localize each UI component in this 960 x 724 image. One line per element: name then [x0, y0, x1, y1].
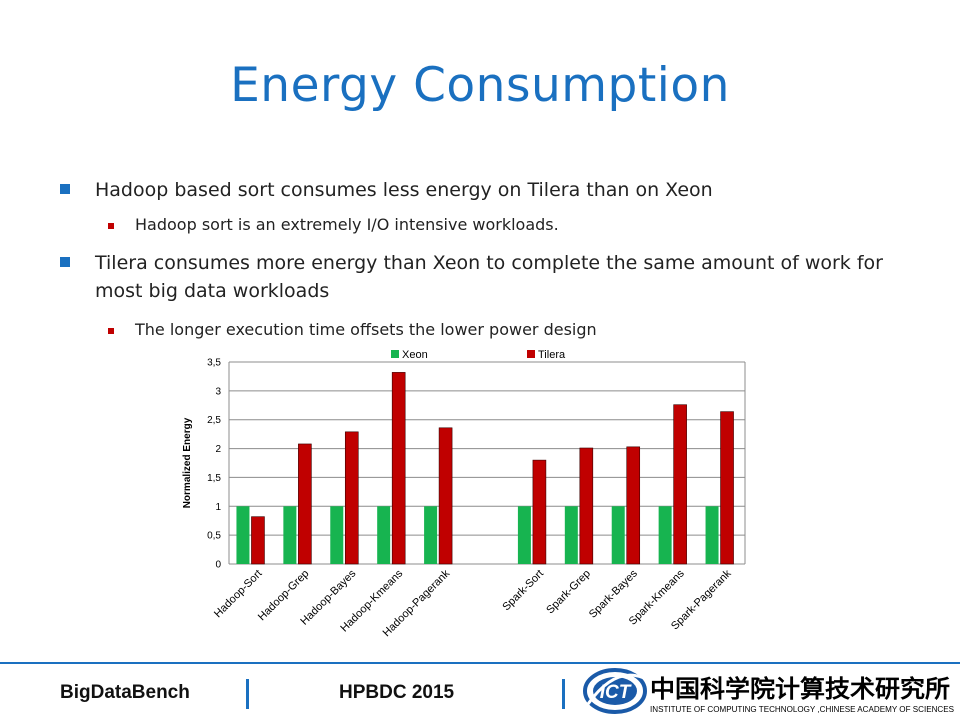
tilera-bar — [626, 446, 641, 565]
xeon-bar — [611, 506, 625, 564]
xeon-bar — [517, 506, 531, 564]
bullet-marker — [60, 257, 70, 267]
x-tick-label: Hadoop-Sort — [212, 568, 265, 621]
y-tick-label: 2,5 — [207, 415, 221, 426]
footer-divider — [0, 662, 960, 664]
institute-logo: ICT 中国科学院计算技术研究所 INSTITUTE OF COMPUTING … — [582, 664, 958, 720]
y-tick-label: 2 — [215, 444, 221, 455]
tilera-bar — [251, 516, 265, 565]
legend-swatch — [391, 350, 399, 358]
xeon-bar — [658, 506, 672, 564]
tilera-bar — [532, 459, 547, 565]
y-axis-label: Normalized Energy — [182, 417, 193, 508]
xeon-bar — [330, 506, 344, 564]
y-tick-label: 0 — [215, 560, 221, 571]
xeon-bar — [377, 506, 391, 564]
xeon-bar — [564, 506, 578, 564]
tilera-bar — [391, 372, 406, 565]
institute-name-chinese: 中国科学院计算技术研究所 — [650, 674, 950, 703]
bullet-4: The longer execution time offsets the lo… — [135, 320, 597, 339]
legend-swatch — [527, 350, 535, 358]
x-tick-label: Spark-Grep — [544, 568, 593, 617]
legend-label: Tilera — [538, 349, 566, 361]
footer-separator — [562, 679, 565, 709]
footer-separator — [246, 679, 249, 709]
xeon-bar — [705, 506, 719, 564]
ict-logo-icon: ICT — [583, 668, 647, 714]
xeon-bar — [236, 506, 250, 564]
bullet-marker — [108, 328, 114, 334]
x-tick-label: Spark-Sort — [500, 568, 546, 614]
footer-center-text: HPBDC 2015 — [339, 682, 455, 703]
tilera-bar — [579, 447, 594, 565]
institute-name-english: INSTITUTE OF COMPUTING TECHNOLOGY ,CHINE… — [650, 705, 954, 714]
bullet-1: Hadoop based sort consumes less energy o… — [95, 179, 713, 201]
y-tick-label: 1,5 — [207, 473, 221, 484]
tilera-bar — [673, 404, 687, 565]
tilera-bar — [344, 431, 359, 565]
xeon-bar — [424, 506, 438, 564]
slide-title: Energy Consumption — [230, 58, 730, 113]
bullet-marker — [108, 223, 114, 229]
bullet-2: Hadoop sort is an extremely I/O intensiv… — [135, 215, 559, 234]
legend-label: Xeon — [402, 349, 428, 361]
tilera-bar — [720, 411, 734, 565]
xeon-bar — [283, 506, 297, 564]
y-tick-label: 0,5 — [207, 531, 221, 542]
y-tick-label: 3 — [215, 386, 221, 397]
energy-bar-chart: 0 0,5 1 1,5 2 2,5 3 3,5 Normalized Energy Hadoop-… — [182, 349, 746, 639]
y-tick-label: 3,5 — [207, 358, 221, 369]
tilera-bar — [298, 443, 312, 565]
bullet-marker — [60, 184, 70, 194]
bullet-3: Tilera consumes more energy than Xeon to… — [95, 252, 883, 302]
y-tick-label: 1 — [215, 502, 221, 513]
footer-left-text: BigDataBench — [60, 682, 190, 703]
ict-logo-text: ICT — [600, 682, 632, 703]
tilera-bar — [438, 427, 453, 565]
